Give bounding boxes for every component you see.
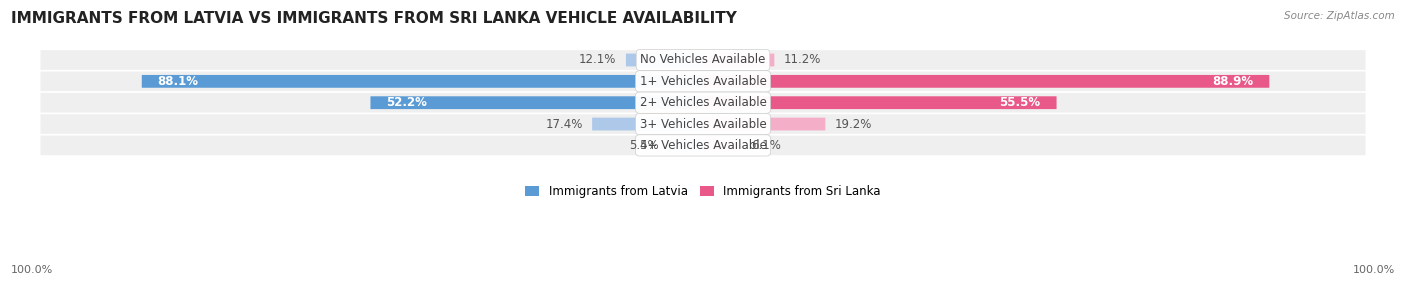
Text: 6.1%: 6.1%: [751, 139, 782, 152]
Text: 11.2%: 11.2%: [785, 53, 821, 67]
FancyBboxPatch shape: [592, 118, 703, 130]
Text: 52.2%: 52.2%: [387, 96, 427, 109]
Text: 88.9%: 88.9%: [1212, 75, 1253, 88]
Text: No Vehicles Available: No Vehicles Available: [640, 53, 766, 67]
FancyBboxPatch shape: [370, 96, 703, 109]
Text: 2+ Vehicles Available: 2+ Vehicles Available: [640, 96, 766, 109]
FancyBboxPatch shape: [41, 72, 1365, 91]
Text: 4+ Vehicles Available: 4+ Vehicles Available: [640, 139, 766, 152]
Text: 88.1%: 88.1%: [157, 75, 198, 88]
FancyBboxPatch shape: [703, 96, 1056, 109]
Text: 100.0%: 100.0%: [1353, 265, 1395, 275]
FancyBboxPatch shape: [41, 50, 1365, 70]
Text: 5.5%: 5.5%: [628, 139, 658, 152]
Text: Source: ZipAtlas.com: Source: ZipAtlas.com: [1284, 11, 1395, 21]
Text: 55.5%: 55.5%: [1000, 96, 1040, 109]
FancyBboxPatch shape: [41, 93, 1365, 112]
FancyBboxPatch shape: [626, 53, 703, 66]
FancyBboxPatch shape: [703, 118, 825, 130]
FancyBboxPatch shape: [703, 75, 1270, 88]
FancyBboxPatch shape: [142, 75, 703, 88]
Text: 17.4%: 17.4%: [546, 118, 582, 130]
FancyBboxPatch shape: [41, 114, 1365, 134]
Text: IMMIGRANTS FROM LATVIA VS IMMIGRANTS FROM SRI LANKA VEHICLE AVAILABILITY: IMMIGRANTS FROM LATVIA VS IMMIGRANTS FRO…: [11, 11, 737, 26]
FancyBboxPatch shape: [703, 139, 742, 152]
Text: 12.1%: 12.1%: [579, 53, 616, 67]
Text: 1+ Vehicles Available: 1+ Vehicles Available: [640, 75, 766, 88]
FancyBboxPatch shape: [668, 139, 703, 152]
FancyBboxPatch shape: [41, 136, 1365, 155]
Text: 3+ Vehicles Available: 3+ Vehicles Available: [640, 118, 766, 130]
Legend: Immigrants from Latvia, Immigrants from Sri Lanka: Immigrants from Latvia, Immigrants from …: [520, 180, 886, 202]
FancyBboxPatch shape: [703, 53, 775, 66]
Text: 100.0%: 100.0%: [11, 265, 53, 275]
Text: 19.2%: 19.2%: [835, 118, 872, 130]
